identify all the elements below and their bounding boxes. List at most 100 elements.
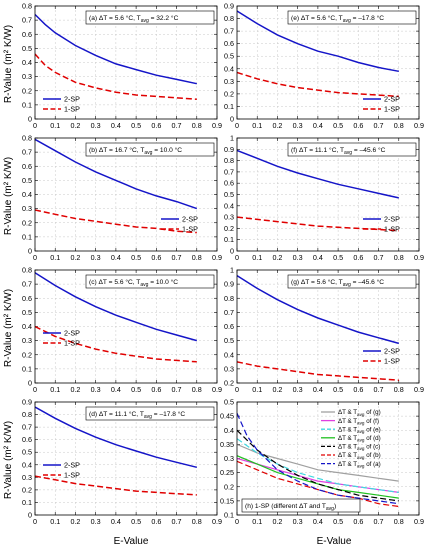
y-tick-label: 0.5 xyxy=(22,44,32,53)
y-tick-label: 0.9 xyxy=(224,2,234,11)
annotation-text: (h) 1-SP (different ΔT and Tavg) xyxy=(245,503,336,512)
x-tick-label: 0.8 xyxy=(394,121,404,130)
panel-f: 0 0.1 0.2 0.3 0.4 0.5 0.6 0.7 0.8 0.900.10.20.30.… xyxy=(224,134,424,263)
x-tick-label: 0.1 xyxy=(252,517,262,526)
x-tick-label: 0.2 xyxy=(272,253,282,262)
plot-frame xyxy=(236,137,420,252)
panel-h: 0 0.1 0.2 0.3 0.4 0.5 0.6 0.7 0.8 0.90.10.150.20.… xyxy=(220,398,424,527)
y-tick-label: 0.5 xyxy=(22,176,32,185)
panel-a: 0 0.1 0.2 0.3 0.4 0.5 0.6 0.7 0.8 0.9 0 0.1 0.2 0.3 0.… xyxy=(22,2,222,131)
x-tick-label: 0.2 xyxy=(70,121,80,130)
y-tick-label: 0 xyxy=(230,247,234,256)
x-tick-label: 0.5 xyxy=(131,121,141,130)
x-tick-label: 0.6 xyxy=(353,253,363,262)
x-tick-label: 0.2 xyxy=(70,253,80,262)
y-axis-label-row-4: R-Value (m² K/W) xyxy=(3,421,14,499)
x-tick-label: 0 xyxy=(235,253,239,262)
x-tick-label: 0.3 xyxy=(91,121,101,130)
y-tick-label: 0.8 xyxy=(22,266,32,275)
x-tick-label: 0.8 xyxy=(192,253,202,262)
x-tick-label: 0.4 xyxy=(313,121,323,130)
plot-frame xyxy=(34,401,218,516)
y-tick-label: 0.2 xyxy=(22,350,32,359)
y-tick-label: 0.5 xyxy=(22,448,32,457)
legend-label: ΔT & Tavg of (a) xyxy=(338,461,381,469)
x-tick-label: 0.8 xyxy=(192,121,202,130)
panel-c: 0 0.1 0.2 0.3 0.4 0.5 0.6 0.7 0.8 0.9 0 0.1 0.2 0.3 0.… xyxy=(22,266,222,395)
plot-frame xyxy=(236,269,420,384)
y-tick-label: 0 xyxy=(230,115,234,124)
x-tick-label: 0.5 xyxy=(333,253,343,262)
y-tick-label: 0 xyxy=(28,511,32,520)
y-tick-label: 0.4 xyxy=(224,350,234,359)
annotation-box xyxy=(287,142,417,157)
panel-e: 0 0.1 0.2 0.3 0.4 0.5 0.6 0.7 0.8 0.9 0 0.1 0.2 0.3 0.… xyxy=(224,2,424,131)
y-tick-label: 0 xyxy=(28,379,32,388)
x-tick-label: 0.3 xyxy=(91,385,101,394)
x-tick-label: 0 xyxy=(235,385,239,394)
y-tick-label: 0.1 xyxy=(22,100,32,109)
x-tick-label: 0.3 xyxy=(91,517,101,526)
x-tick-label: 0.7 xyxy=(172,121,182,130)
panel-g: 0 0.1 0.2 0.3 0.4 0.5 0.6 0.7 0.8 0.9 0.2 0.3 0.4 0.5… xyxy=(224,266,424,395)
x-tick-label: 0.6 xyxy=(151,121,161,130)
annotation-text: (f) ΔT = 11.1 °C, Tavg = –45.6 °C xyxy=(291,146,386,156)
series-line-d-1 xyxy=(35,475,197,496)
y-tick-label: 0.3 xyxy=(224,77,234,86)
y-tick-label: 0 xyxy=(28,115,32,124)
x-tick-label: 0.3 xyxy=(293,517,303,526)
x-tick-label: 0.5 xyxy=(333,385,343,394)
x-tick-label: 0.8 xyxy=(192,517,202,526)
y-tick-label: 0.3 xyxy=(224,454,234,463)
annotation-text: (e) ΔT = 5.6 °C, Tavg = –17.8 °C xyxy=(291,14,384,24)
legend-label: ΔT & Tavg of (b) xyxy=(338,452,381,460)
plot-frame xyxy=(34,269,218,384)
legend-label: ΔT & Tavg of (e) xyxy=(338,426,381,434)
y-tick-label: 0.1 xyxy=(224,511,234,520)
series-line-g-0 xyxy=(237,274,400,345)
x-tick-label: 0.7 xyxy=(374,253,384,262)
legend-label: 2-SP xyxy=(384,347,400,356)
y-tick-label: 0.8 xyxy=(22,134,32,143)
x-tick-label: 0.6 xyxy=(353,385,363,394)
series-line-f-0 xyxy=(237,149,399,199)
y-tick-label: 0.4 xyxy=(22,190,32,199)
series-line-h-3 xyxy=(237,455,399,499)
y-tick-label: 1 xyxy=(230,134,234,143)
y-tick-label: 0.3 xyxy=(224,364,234,373)
y-tick-label: 0.5 xyxy=(22,308,32,317)
x-tick-label: 0.5 xyxy=(131,253,141,262)
legend-label: 1-SP xyxy=(384,357,400,366)
y-tick-label: 0.45 xyxy=(220,412,234,421)
x-tick-label: 0 xyxy=(235,517,239,526)
legend-label: ΔT & Tavg of (g) xyxy=(338,409,381,417)
y-tick-label: 0.7 xyxy=(224,27,234,36)
legend-label: 2-SP xyxy=(64,329,80,338)
y-tick-label: 0.5 xyxy=(224,190,234,199)
x-tick-label: 0.9 xyxy=(414,517,424,526)
y-axis-label-row-3: R-Value (m² K/W) xyxy=(3,289,14,367)
y-tick-label: 0.8 xyxy=(22,410,32,419)
y-tick-label: 0.3 xyxy=(22,336,32,345)
legend-label: 1-SP xyxy=(182,225,198,234)
y-tick-label: 0.5 xyxy=(224,52,234,61)
x-tick-label: 0.7 xyxy=(374,385,384,394)
y-tick-label: 0.6 xyxy=(224,179,234,188)
x-tick-label: 0.1 xyxy=(50,385,60,394)
plot-frame xyxy=(34,137,218,252)
x-tick-label: 0.9 xyxy=(212,121,222,130)
y-tick-label: 0.35 xyxy=(220,440,234,449)
x-tick-label: 0.8 xyxy=(192,385,202,394)
y-tick-label: 0.8 xyxy=(224,294,234,303)
y-tick-label: 0.2 xyxy=(224,482,234,491)
legend-label: 1-SP xyxy=(64,471,80,480)
y-tick-label: 1 xyxy=(230,266,234,275)
annotation-text: (b) ΔT = 16.7 °C, Tavg = 10.0 °C xyxy=(89,146,182,156)
plot-frame xyxy=(236,5,420,120)
y-tick-label: 0.6 xyxy=(22,435,32,444)
legend-label: ΔT & Tavg of (d) xyxy=(338,435,381,443)
y-tick-label: 0.4 xyxy=(224,201,234,210)
y-tick-label: 0.1 xyxy=(22,498,32,507)
annotation-box xyxy=(85,406,215,421)
